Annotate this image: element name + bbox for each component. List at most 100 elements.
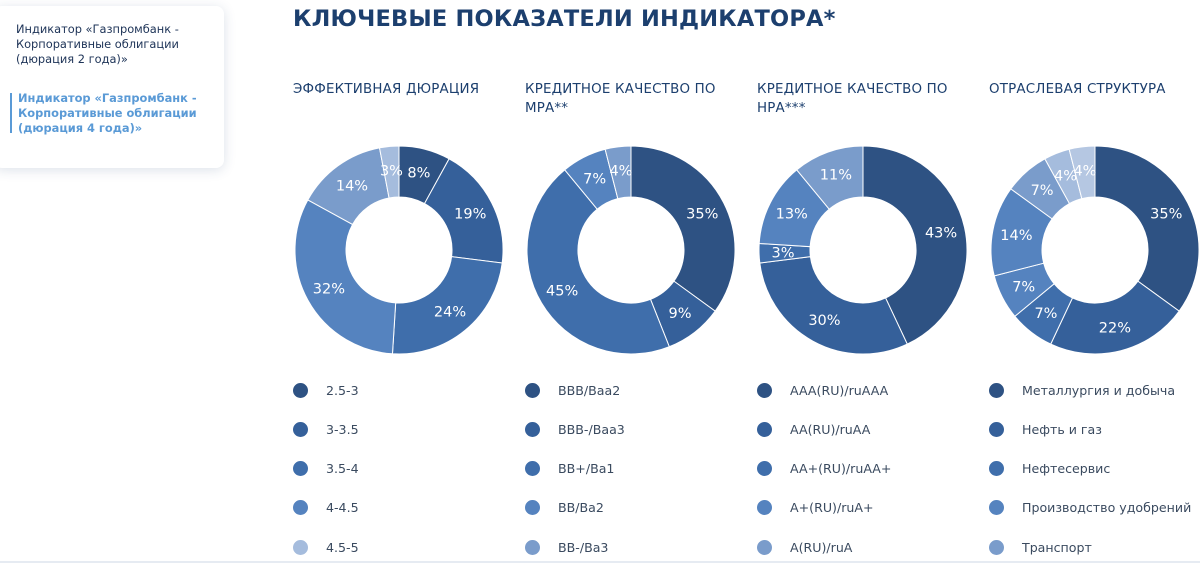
legend-item[interactable]: Нефтесервис <box>989 459 1110 479</box>
legend-label: Транспорт <box>1022 539 1092 555</box>
segment-value-label: 43% <box>925 226 957 242</box>
legend-label: A(RU)/ruA <box>790 539 853 555</box>
legend-item[interactable]: AA+(RU)/ruAA+ <box>757 459 891 479</box>
legend-item[interactable]: AA(RU)/ruAA <box>757 419 870 439</box>
legend-label: Производство удобрений <box>1022 500 1192 516</box>
segment-value-label: 13% <box>776 207 808 223</box>
chart-credit-quality-international: КРЕДИТНОЕ КАЧЕСТВО ПО МРА** 35% 9% 45% 7% 4%… <box>525 80 749 563</box>
legend-item[interactable]: BBB/Baa2 <box>525 380 620 400</box>
page-title: КЛЮЧЕВЫЕ ПОКАЗАТЕЛИ ИНДИКАТОРА* <box>293 6 836 32</box>
indicator-link-duration-4y[interactable]: Индикатор «Газпромбанк - Корпоративные о… <box>10 91 216 136</box>
segment-value-label: 7% <box>1034 306 1057 322</box>
segment-value-label: 24% <box>434 305 466 321</box>
chart-title: ОТРАСЛЕВАЯ СТРУКТУРА <box>989 82 1166 97</box>
segment-value-label: 30% <box>808 313 840 329</box>
legend-item[interactable]: Производство удобрений <box>989 498 1191 518</box>
legend-label: AAA(RU)/ruAAA <box>790 382 889 398</box>
legend-label: BB+/Ba1 <box>558 461 615 477</box>
legend-swatch-icon <box>757 382 772 398</box>
indicator-selector-card: Индикатор «Газпромбанк - Корпоративные о… <box>0 6 224 168</box>
segment-value-label: 3% <box>772 246 795 262</box>
donut-segment <box>630 145 736 312</box>
legend-swatch-icon <box>525 421 540 437</box>
legend-label: BBB-/Baa3 <box>558 421 625 437</box>
chart-effective-duration: ЭФФЕКТИВНАЯ ДЮРАЦИЯ 8% 19% 24% 32% 14% 3% 2.5… <box>293 80 517 563</box>
segment-value-label: 9% <box>669 306 692 322</box>
legend-swatch-icon <box>525 461 540 477</box>
legend-swatch-icon <box>525 382 540 398</box>
segment-value-label: 14% <box>336 178 368 194</box>
donut-segment <box>1068 145 1096 200</box>
legend-item[interactable]: 4.5-5 <box>293 537 359 557</box>
legend-label: Металлургия и добыча <box>1022 382 1176 398</box>
legend-item[interactable]: BBB-/Baa3 <box>525 419 625 439</box>
legend-label: AA(RU)/ruAA <box>790 421 871 437</box>
donut-chart: 35%22%7%7%14%7%4%4% <box>990 145 1200 355</box>
segment-value-label: 32% <box>313 282 345 298</box>
segment-value-label: 4% <box>609 164 632 180</box>
legend-item[interactable]: Транспорт <box>989 537 1092 557</box>
segment-value-label: 35% <box>1150 207 1182 223</box>
donut-segment <box>294 199 397 355</box>
chart-title: КРЕДИТНОЕ КАЧЕСТВО ПО НРА*** <box>757 82 948 116</box>
legend-swatch-icon <box>757 539 772 555</box>
donut-segment <box>391 256 503 355</box>
donut-chart: 43% 30% 3% 13% 11% <box>758 145 968 355</box>
legend-item[interactable]: 4-4.5 <box>293 498 359 518</box>
legend-label: 3.5-4 <box>326 461 359 477</box>
legend-swatch-icon <box>757 500 772 516</box>
legend-label: AA+(RU)/ruAA+ <box>790 461 892 477</box>
segment-value-label: 3% <box>380 163 403 179</box>
legend-item[interactable]: BB/Ba2 <box>525 498 604 518</box>
legend-item[interactable]: 2.5-3 <box>293 380 359 400</box>
segment-value-label: 11% <box>820 168 852 184</box>
donut-segment <box>862 145 968 345</box>
legend-label: BB-/Ba3 <box>558 539 609 555</box>
legend-item[interactable]: 3-3.5 <box>293 419 359 439</box>
legend-item[interactable]: Нефть и газ <box>989 419 1102 439</box>
segment-value-label: 7% <box>1031 183 1054 199</box>
indicator-link-duration-2y[interactable]: Индикатор «Газпромбанк - Корпоративные о… <box>16 22 179 66</box>
segment-value-label: 4% <box>1054 169 1077 185</box>
legend-label: 3-3.5 <box>326 421 359 437</box>
legend-label: A+(RU)/ruA+ <box>790 500 874 516</box>
legend-swatch-icon <box>525 500 540 516</box>
legend-item[interactable]: 3.5-4 <box>293 459 359 479</box>
legend-label: BBB/Baa2 <box>558 382 621 398</box>
donut-segment <box>759 256 908 355</box>
legend-swatch-icon <box>989 421 1004 437</box>
donut-segment <box>526 169 670 355</box>
legend-item[interactable]: AAA(RU)/ruAAA <box>757 380 888 400</box>
donut-segment <box>796 145 864 210</box>
legend-swatch-icon <box>293 539 308 555</box>
legend-item[interactable]: A(RU)/ruA <box>757 537 852 557</box>
legend-item[interactable]: A+(RU)/ruA+ <box>757 498 874 518</box>
donut-chart: 8% 19% 24% 32% 14% 3% <box>294 145 504 355</box>
legend-swatch-icon <box>757 421 772 437</box>
legend-item[interactable]: BB+/Ba1 <box>525 459 614 479</box>
segment-value-label: 35% <box>686 207 718 223</box>
legend-swatch-icon <box>293 421 308 437</box>
legend-swatch-icon <box>989 539 1004 555</box>
legend-label: 4-4.5 <box>326 500 359 516</box>
chart-credit-quality-national: КРЕДИТНОЕ КАЧЕСТВО ПО НРА*** 43% 30% 3% 13%… <box>757 80 981 563</box>
segment-value-label: 8% <box>407 166 430 182</box>
legend-swatch-icon <box>525 539 540 555</box>
legend-swatch-icon <box>293 461 308 477</box>
legend-item[interactable]: BB-/Ba3 <box>525 537 608 557</box>
donut-segment <box>604 145 632 200</box>
segment-value-label: 45% <box>546 284 578 300</box>
segment-value-label: 4% <box>1073 164 1096 180</box>
legend-label: 4.5-5 <box>326 539 359 555</box>
legend-label: Нефть и газ <box>1022 421 1102 437</box>
legend-swatch-icon <box>293 382 308 398</box>
legend-label: 2.5-3 <box>326 382 359 398</box>
segment-value-label: 22% <box>1099 320 1131 336</box>
segment-value-label: 7% <box>1012 279 1035 295</box>
donut-segment <box>378 145 400 199</box>
legend-label: Нефтесервис <box>1022 461 1111 477</box>
segment-value-label: 14% <box>1000 228 1032 244</box>
legend-swatch-icon <box>989 382 1004 398</box>
legend-item[interactable]: Металлургия и добыча <box>989 380 1175 400</box>
chart-title: КРЕДИТНОЕ КАЧЕСТВО ПО МРА** <box>525 82 716 116</box>
